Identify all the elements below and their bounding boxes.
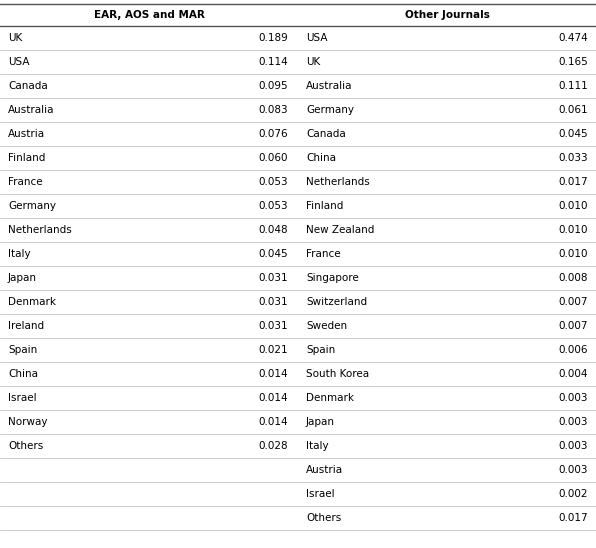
Text: 0.095: 0.095	[259, 81, 288, 91]
Text: 0.002: 0.002	[558, 489, 588, 499]
Text: Other Journals: Other Journals	[405, 10, 489, 20]
Text: 0.010: 0.010	[558, 225, 588, 235]
Text: UK: UK	[8, 33, 22, 43]
Text: USA: USA	[8, 57, 29, 67]
Text: EAR, AOS and MAR: EAR, AOS and MAR	[94, 10, 204, 20]
Text: Netherlands: Netherlands	[8, 225, 72, 235]
Text: UK: UK	[306, 57, 320, 67]
Text: Israel: Israel	[8, 393, 36, 403]
Text: 0.003: 0.003	[558, 417, 588, 427]
Text: 0.014: 0.014	[259, 369, 288, 379]
Text: Finland: Finland	[306, 201, 343, 211]
Text: Italy: Italy	[8, 249, 30, 259]
Text: 0.014: 0.014	[259, 417, 288, 427]
Text: 0.007: 0.007	[558, 297, 588, 307]
Text: 0.053: 0.053	[259, 201, 288, 211]
Text: USA: USA	[306, 33, 327, 43]
Text: Spain: Spain	[8, 345, 37, 355]
Text: South Korea: South Korea	[306, 369, 369, 379]
Text: 0.006: 0.006	[558, 345, 588, 355]
Text: 0.003: 0.003	[558, 465, 588, 475]
Text: 0.045: 0.045	[259, 249, 288, 259]
Text: New Zealand: New Zealand	[306, 225, 374, 235]
Text: France: France	[306, 249, 341, 259]
Text: 0.028: 0.028	[259, 441, 288, 451]
Text: 0.031: 0.031	[259, 273, 288, 283]
Text: 0.003: 0.003	[558, 393, 588, 403]
Text: 0.114: 0.114	[258, 57, 288, 67]
Text: Norway: Norway	[8, 417, 48, 427]
Text: 0.033: 0.033	[558, 153, 588, 163]
Text: 0.031: 0.031	[259, 297, 288, 307]
Text: 0.474: 0.474	[558, 33, 588, 43]
Text: 0.083: 0.083	[259, 105, 288, 115]
Text: 0.060: 0.060	[259, 153, 288, 163]
Text: 0.010: 0.010	[558, 201, 588, 211]
Text: 0.021: 0.021	[259, 345, 288, 355]
Text: Germany: Germany	[306, 105, 354, 115]
Text: 0.004: 0.004	[558, 369, 588, 379]
Text: 0.076: 0.076	[259, 129, 288, 139]
Text: Denmark: Denmark	[8, 297, 56, 307]
Text: 0.014: 0.014	[259, 393, 288, 403]
Text: Canada: Canada	[306, 129, 346, 139]
Text: 0.008: 0.008	[558, 273, 588, 283]
Text: 0.007: 0.007	[558, 321, 588, 331]
Text: 0.045: 0.045	[558, 129, 588, 139]
Text: Israel: Israel	[306, 489, 334, 499]
Text: 0.061: 0.061	[558, 105, 588, 115]
Text: 0.003: 0.003	[558, 441, 588, 451]
Text: Spain: Spain	[306, 345, 335, 355]
Text: Australia: Australia	[8, 105, 54, 115]
Text: France: France	[8, 177, 43, 187]
Text: Sweden: Sweden	[306, 321, 347, 331]
Text: 0.031: 0.031	[259, 321, 288, 331]
Text: 0.017: 0.017	[558, 513, 588, 523]
Text: 0.165: 0.165	[558, 57, 588, 67]
Text: 0.010: 0.010	[558, 249, 588, 259]
Text: Denmark: Denmark	[306, 393, 354, 403]
Text: Canada: Canada	[8, 81, 48, 91]
Text: Ireland: Ireland	[8, 321, 44, 331]
Text: Others: Others	[8, 441, 44, 451]
Text: Australia: Australia	[306, 81, 352, 91]
Text: 0.048: 0.048	[259, 225, 288, 235]
Text: Japan: Japan	[306, 417, 335, 427]
Text: Singapore: Singapore	[306, 273, 359, 283]
Text: Japan: Japan	[8, 273, 37, 283]
Text: Italy: Italy	[306, 441, 328, 451]
Text: Finland: Finland	[8, 153, 45, 163]
Text: Switzerland: Switzerland	[306, 297, 367, 307]
Text: China: China	[306, 153, 336, 163]
Text: China: China	[8, 369, 38, 379]
Text: 0.111: 0.111	[558, 81, 588, 91]
Text: 0.017: 0.017	[558, 177, 588, 187]
Text: 0.189: 0.189	[258, 33, 288, 43]
Text: Austria: Austria	[8, 129, 45, 139]
Text: Austria: Austria	[306, 465, 343, 475]
Text: 0.053: 0.053	[259, 177, 288, 187]
Text: Germany: Germany	[8, 201, 56, 211]
Text: Others: Others	[306, 513, 342, 523]
Text: Netherlands: Netherlands	[306, 177, 370, 187]
